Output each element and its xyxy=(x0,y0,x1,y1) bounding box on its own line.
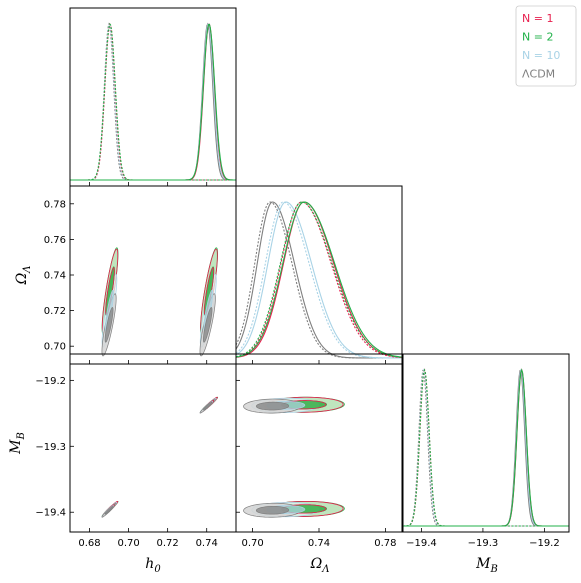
y-axis-label-MB: MB xyxy=(8,432,27,455)
marginal-curve-3-mode0 xyxy=(403,369,569,527)
y-tick-label: 0.78 xyxy=(44,199,66,210)
marginal-panel-OmegaL xyxy=(236,201,402,359)
marginal-curve-1-mode1 xyxy=(70,23,236,181)
y-tick-label: −19.3 xyxy=(35,442,66,453)
y-tick-label: 0.70 xyxy=(44,342,66,353)
marginal-curve-1-mode1 xyxy=(236,201,402,358)
marginal-panel-MB xyxy=(403,368,569,527)
x-tick-label: 0.68 xyxy=(78,538,100,549)
contour-panel-h0-MB xyxy=(101,396,219,518)
x-tick-label: 0.72 xyxy=(157,538,179,549)
marginal-curve-2-mode1 xyxy=(236,201,402,359)
panel-frame-2-2 xyxy=(402,353,570,533)
y-tick-label: −19.4 xyxy=(35,508,66,519)
marginal-panel-h0 xyxy=(70,22,236,181)
x-tick-label: 0.74 xyxy=(308,538,330,549)
y-tick-label: 0.74 xyxy=(44,271,66,282)
marginal-curve-1-mode1 xyxy=(403,368,569,527)
marginal-curve-2-mode1 xyxy=(70,23,236,181)
x-axis-label-MB: MB xyxy=(475,556,498,575)
y-axis-label-omegaL: ΩΛ xyxy=(14,266,33,286)
y-tick-label: −19.2 xyxy=(35,376,66,387)
legend-entry: N = 1 xyxy=(522,12,553,25)
x-tick-label: −19.4 xyxy=(406,538,437,549)
legend: N = 1 N = 2 N = 10 ΛCDM xyxy=(515,5,577,87)
marginal-curve-1-mode0 xyxy=(236,201,402,358)
legend-entry: N = 2 xyxy=(522,31,553,44)
x-tick-label: 0.78 xyxy=(374,538,396,549)
panel-frame-2-0 xyxy=(69,353,237,533)
marginal-curve-1-mode0 xyxy=(403,368,569,527)
y-tick-label: 0.76 xyxy=(44,235,66,246)
marginal-curve-3-mode1 xyxy=(403,370,569,527)
legend-entry: ΛCDM xyxy=(522,68,555,81)
contour-1sigma-3-mode0 xyxy=(255,505,290,515)
marginal-curve-2-mode0 xyxy=(403,368,569,527)
x-axis-label-h0: h0 xyxy=(145,556,161,575)
x-tick-label: 0.70 xyxy=(117,538,139,549)
contour-1sigma-3-mode0 xyxy=(104,505,114,515)
legend-entry: N = 10 xyxy=(522,49,560,62)
x-tick-label: 0.70 xyxy=(241,538,263,549)
x-tick-label: −19.3 xyxy=(468,538,499,549)
contour-1sigma-3-mode0 xyxy=(104,307,114,343)
marginal-curve-0-mode0 xyxy=(403,368,569,527)
marginal-curve-0-mode0 xyxy=(236,201,402,359)
contour-panel-OmegaL-MB xyxy=(243,396,345,518)
contour-panel-h0-OmegaL xyxy=(101,247,219,357)
x-tick-label: 0.74 xyxy=(196,538,218,549)
marginal-curve-2-mode1 xyxy=(403,368,569,527)
x-tick-label: −19.2 xyxy=(529,538,560,549)
x-axis-label-omegaL: ΩΛ xyxy=(310,556,330,575)
marginal-curve-1-mode0 xyxy=(70,22,236,181)
y-tick-label: 0.72 xyxy=(44,306,66,317)
contour-1sigma-3-mode1 xyxy=(255,401,290,411)
contour-1sigma-3-mode1 xyxy=(203,401,213,411)
contour-1sigma-3-mode1 xyxy=(203,307,213,343)
marginal-curve-0-mode1 xyxy=(403,368,569,527)
legend-frame xyxy=(515,5,577,87)
